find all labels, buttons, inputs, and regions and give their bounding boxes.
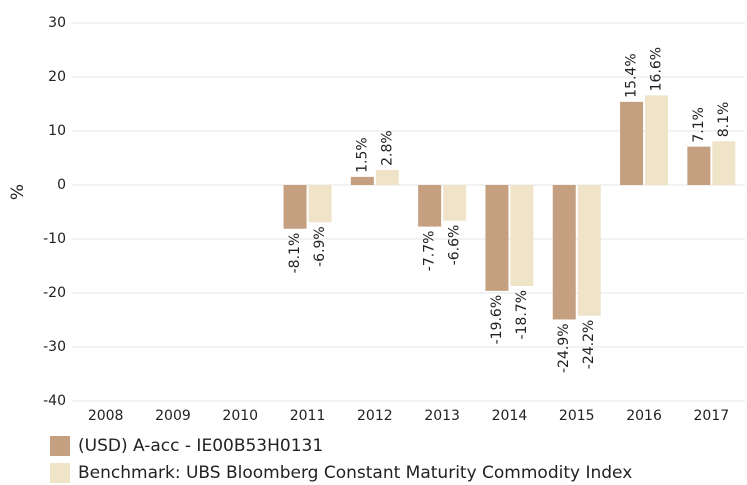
- bar: [687, 146, 711, 185]
- bar: [443, 185, 467, 221]
- bar: [418, 185, 442, 227]
- y-tick-label: -30: [43, 339, 66, 355]
- bar: [485, 185, 509, 291]
- x-tick-label: 2011: [290, 408, 326, 424]
- x-tick-label: 2013: [424, 408, 460, 424]
- value-label: 8.1%: [716, 102, 732, 138]
- bar: [510, 185, 534, 286]
- bar: [350, 176, 374, 185]
- legend-label: Benchmark: UBS Bloomberg Constant Maturi…: [78, 463, 632, 483]
- x-tick-label: 2010: [222, 408, 258, 424]
- x-tick-label: 2017: [694, 408, 730, 424]
- value-label: -8.1%: [287, 233, 303, 274]
- value-label: 15.4%: [624, 53, 640, 97]
- value-label: 16.6%: [649, 47, 665, 91]
- y-tick-label: 0: [57, 177, 66, 193]
- value-label: -24.9%: [556, 323, 572, 373]
- legend-label: (USD) A-acc - IE00B53H0131: [78, 436, 323, 456]
- value-label: -7.7%: [422, 231, 438, 272]
- value-label: 1.5%: [354, 137, 370, 173]
- bar: [577, 185, 601, 316]
- x-tick-label: 2008: [88, 408, 124, 424]
- bar: [375, 169, 399, 185]
- value-label: -24.2%: [581, 320, 597, 370]
- value-label: -6.9%: [312, 226, 328, 267]
- value-label: -19.6%: [489, 295, 505, 345]
- x-tick-label: 2016: [626, 408, 662, 424]
- value-label: -18.7%: [514, 290, 530, 340]
- legend-swatch: [50, 436, 70, 456]
- y-tick-label: 20: [48, 69, 66, 85]
- x-tick-label: 2014: [492, 408, 528, 424]
- bar: [308, 185, 332, 223]
- x-tick-label: 2009: [155, 408, 191, 424]
- y-tick-label: -20: [43, 285, 66, 301]
- y-tick-label: 10: [48, 123, 66, 139]
- y-tick-label: -40: [43, 393, 66, 409]
- y-axis-label: %: [8, 184, 28, 200]
- bar: [645, 95, 669, 185]
- legend-swatch: [50, 463, 70, 483]
- x-tick-label: 2012: [357, 408, 393, 424]
- x-tick-label: 2015: [559, 408, 595, 424]
- value-label: 2.8%: [379, 130, 395, 166]
- value-label: 7.1%: [691, 107, 707, 143]
- bar: [620, 101, 644, 185]
- bar: [552, 185, 576, 320]
- y-tick-label: 30: [48, 15, 66, 31]
- y-tick-label: -10: [43, 231, 66, 247]
- value-label: -6.6%: [447, 225, 463, 266]
- bar: [712, 141, 736, 185]
- bar: [283, 185, 307, 229]
